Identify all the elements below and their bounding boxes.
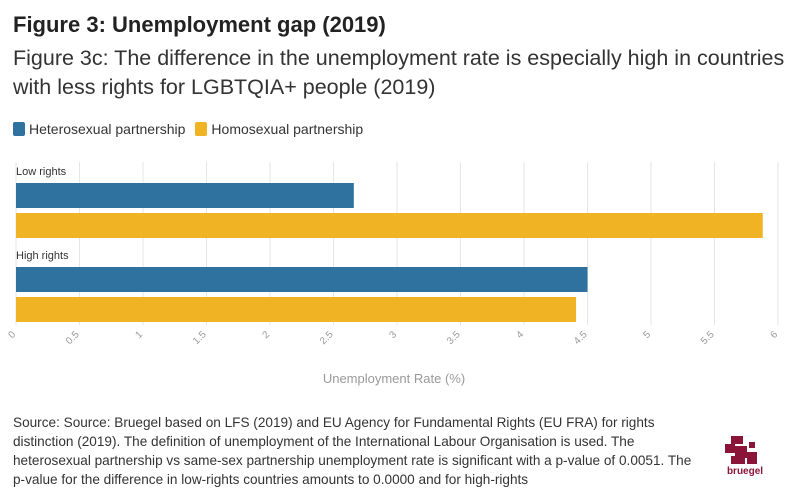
x-tick-label-4: 2: [260, 329, 272, 341]
bruegel-logo-mark: [725, 436, 757, 464]
x-tick-label-7: 3.5: [445, 329, 463, 347]
x-tick-label-1: 0.5: [64, 329, 82, 347]
bar-1-0: [16, 267, 588, 292]
legend-item-heterosexual: Heterosexual partnership: [13, 121, 185, 137]
category-label-1: High rights: [16, 250, 69, 262]
category-label-0: Low rights: [16, 166, 67, 178]
legend-label-homosexual: Homosexual partnership: [211, 121, 364, 137]
bar-1-1: [16, 297, 577, 322]
x-axis-label: Unemployment Rate (%): [323, 371, 465, 386]
legend-label-heterosexual: Heterosexual partnership: [29, 121, 186, 137]
figure-subtitle: Figure 3c: The difference in the unemplo…: [13, 46, 785, 99]
x-tick-label-3: 1.5: [191, 329, 209, 347]
legend-item-homosexual: Homosexual partnership: [195, 121, 363, 137]
legend-swatch-heterosexual: [13, 122, 25, 136]
bar-0-1: [16, 213, 763, 238]
x-tick-label-0: 0: [6, 329, 18, 341]
x-tick-label-12: 6: [768, 329, 780, 341]
legend-swatch-homosexual: [195, 122, 208, 136]
x-tick-label-9: 4.5: [572, 329, 590, 347]
bar-chart: Low rights High rights 0 0.5 1 1.5 2 2.5 3 3.5 4 4.…: [6, 162, 780, 386]
x-tick-label-6: 3: [387, 329, 399, 341]
bruegel-logo-text: bruegel: [726, 466, 764, 477]
x-tick-label-8: 4: [514, 329, 526, 341]
x-tick-label-5: 2.5: [318, 329, 336, 347]
chart-legend: Heterosexual partnership Homosexual part…: [13, 121, 373, 137]
figure-title: Figure 3: Unemployment gap (2019): [13, 12, 386, 37]
bruegel-logo: bruegel: [725, 436, 765, 484]
x-tick-label-2: 1: [133, 329, 145, 341]
bar-0-0: [16, 183, 354, 208]
x-tick-label-10: 5: [641, 329, 653, 341]
source-note: Source: Source: Bruegel based on LFS (20…: [13, 415, 692, 487]
x-tick-label-11: 5.5: [699, 329, 717, 347]
